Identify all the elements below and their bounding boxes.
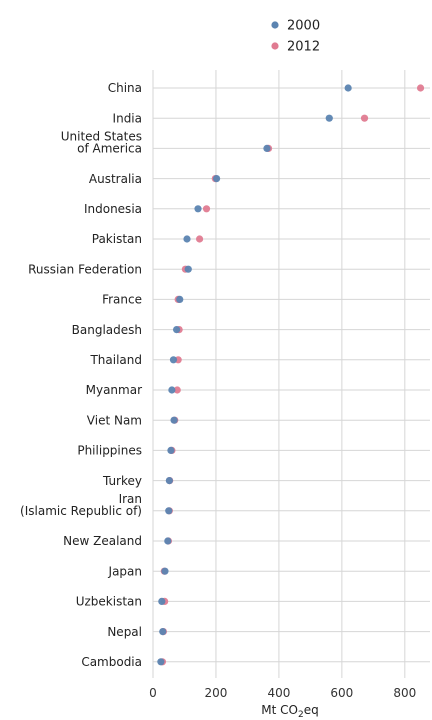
category-label: India	[113, 111, 142, 125]
point-2000-15	[164, 537, 172, 545]
point-2000-12	[167, 446, 175, 454]
category-label: Russian Federation	[28, 262, 142, 276]
point-2000-9	[169, 356, 178, 364]
category-label: Indonesia	[84, 202, 142, 216]
x-tick-label: 600	[330, 686, 353, 700]
category-label: Philippines	[77, 444, 142, 458]
point-2012-10	[173, 386, 181, 394]
category-label: Pakistan	[92, 232, 142, 246]
data-points	[157, 84, 425, 666]
point-2000-6	[184, 265, 192, 273]
point-2000-0	[344, 84, 352, 92]
legend-swatch-2000	[271, 21, 279, 29]
category-label: Myanmar	[86, 383, 142, 397]
category-label: Viet Nam	[87, 413, 142, 427]
category-label: Uzbekistan	[76, 595, 142, 609]
point-2000-2	[263, 144, 271, 152]
category-label: Cambodia	[81, 655, 142, 669]
point-2000-18	[159, 628, 167, 636]
x-tick-label: 400	[267, 686, 290, 700]
x-axis-ticks: 0 200 400 600 800	[149, 686, 416, 700]
legend-label-2012: 2012	[287, 40, 320, 55]
point-2000-19	[157, 658, 165, 666]
category-label: New Zealand	[63, 534, 142, 548]
legend: 2000 2012	[271, 19, 320, 55]
point-2000-14	[165, 507, 173, 515]
legend-label-2000: 2000	[287, 19, 320, 34]
x-tick-label: 200	[205, 686, 228, 700]
x-tick-label: 0	[149, 686, 157, 700]
point-2000-8	[173, 326, 181, 334]
point-2012-1	[360, 114, 369, 122]
point-2000-3	[212, 175, 221, 183]
point-2000-7	[176, 295, 184, 303]
category-label: Turkey	[102, 474, 142, 488]
point-2012-5	[195, 235, 204, 243]
category-label: China	[108, 81, 142, 95]
point-2000-17	[158, 597, 166, 606]
category-label: United States of America	[61, 130, 142, 156]
category-label: France	[102, 293, 142, 307]
category-label: Japan	[108, 564, 142, 578]
category-label: Nepal	[107, 625, 142, 639]
x-tick-label: 800	[393, 686, 416, 700]
point-2012-4	[202, 205, 211, 213]
point-2000-16	[161, 567, 169, 575]
category-label: Iran (Islamic Republic of)	[20, 492, 142, 518]
point-2000-11	[170, 416, 178, 424]
point-2000-10	[168, 386, 176, 394]
point-2000-1	[325, 114, 333, 122]
x-axis-title: Mt CO2eq	[261, 703, 318, 720]
point-2000-5	[183, 235, 191, 243]
point-2000-13	[165, 477, 173, 485]
point-2000-4	[194, 205, 202, 213]
point-2012-0	[416, 84, 425, 92]
grid	[152, 70, 430, 678]
category-labels: China India United States of America Austral…	[20, 81, 142, 669]
category-label: Australia	[89, 172, 142, 186]
category-label: Bangladesh	[72, 323, 142, 337]
legend-swatch-2012	[271, 42, 279, 50]
category-label: Thailand	[89, 353, 142, 367]
